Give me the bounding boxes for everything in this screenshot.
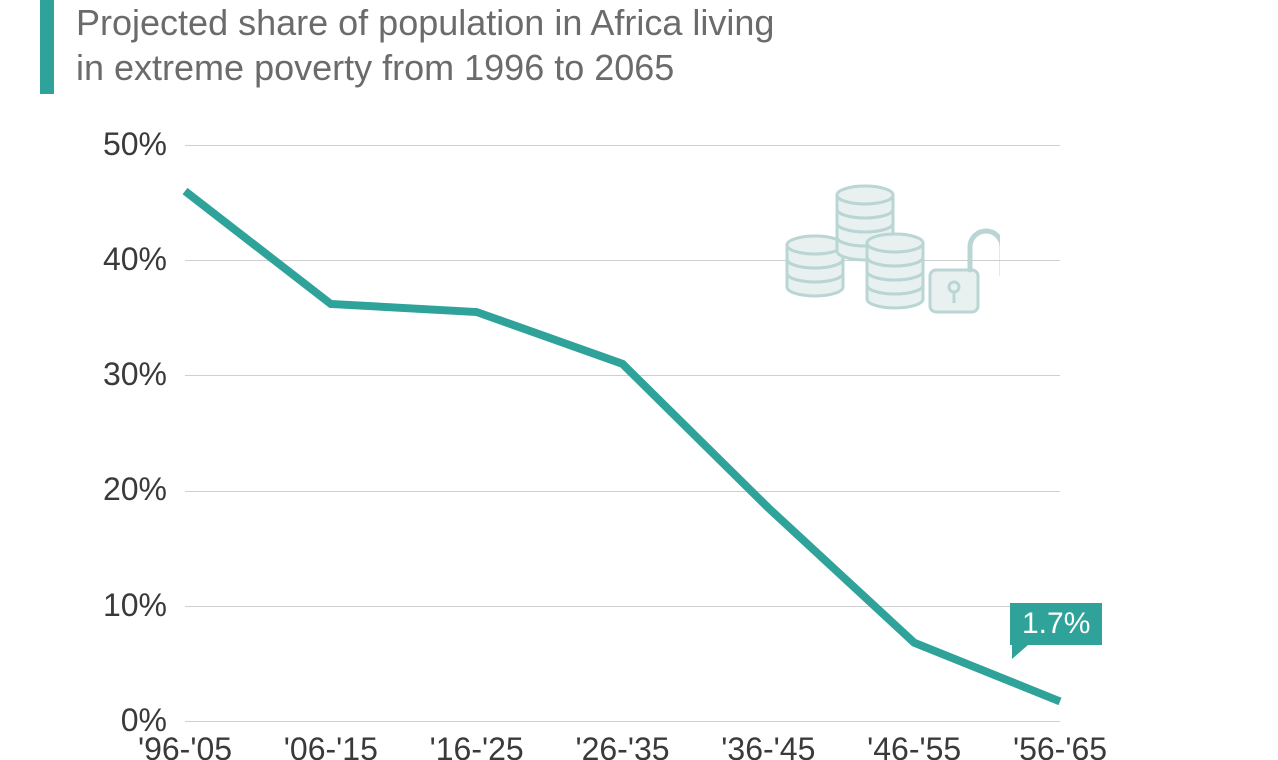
- x-tick-label: '06-'15: [261, 731, 401, 760]
- x-tick-label: '16-'25: [407, 731, 547, 760]
- gridline: [185, 721, 1060, 722]
- y-tick-label: 20%: [47, 471, 167, 508]
- chart-container: Projected share of population in Africa …: [0, 0, 1278, 760]
- coins-lock-icon: [770, 175, 1000, 345]
- y-tick-label: 50%: [47, 126, 167, 163]
- y-tick-label: 10%: [47, 587, 167, 624]
- x-tick-label: '46-'55: [844, 731, 984, 760]
- x-tick-label: '56-'65: [990, 731, 1130, 760]
- title-line-1: Projected share of population in Africa …: [76, 2, 774, 43]
- chart-plot-area: 0%10%20%30%40%50%'96-'05'06-'15'16-'25'2…: [185, 145, 1060, 721]
- x-tick-label: '96-'05: [115, 731, 255, 760]
- accent-bar: [40, 0, 54, 94]
- y-tick-label: 30%: [47, 356, 167, 393]
- callout-tail: [1012, 645, 1028, 659]
- title-line-2: in extreme poverty from 1996 to 2065: [76, 47, 674, 88]
- y-tick-label: 40%: [47, 241, 167, 278]
- x-tick-label: '36-'45: [698, 731, 838, 760]
- chart-header: Projected share of population in Africa …: [0, 0, 1278, 94]
- x-tick-label: '26-'35: [553, 731, 693, 760]
- chart-title: Projected share of population in Africa …: [76, 0, 774, 90]
- value-callout: 1.7%: [1010, 603, 1102, 645]
